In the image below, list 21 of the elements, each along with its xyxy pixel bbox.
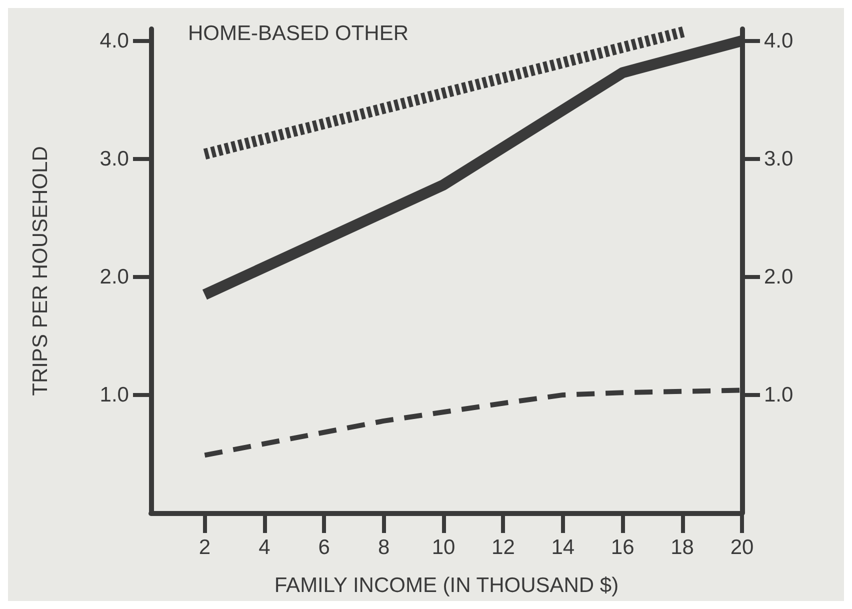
y-axis-title: TRIPS PER HOUSEHOLD — [29, 146, 52, 396]
y2-tick-label: 2.0 — [764, 265, 794, 288]
x-tick-label: 8 — [378, 536, 390, 559]
x-tick-label: 2 — [198, 536, 211, 559]
x-tick-label: 20 — [730, 536, 754, 559]
y-tick-label: 1.0 — [100, 383, 129, 406]
y2-tick-label: 3.0 — [764, 147, 794, 170]
x-tick-label: 14 — [551, 536, 575, 559]
y-tick-label: 4.0 — [100, 29, 129, 52]
x-tick-label: 6 — [318, 536, 330, 559]
x-axis-title: FAMILY INCOME (IN THOUSAND $) — [274, 574, 619, 597]
chart-title: HOME-BASED OTHER — [188, 22, 409, 45]
y-tick-label: 2.0 — [100, 265, 129, 288]
x-tick-label: 10 — [432, 536, 456, 559]
y-tick-label: 3.0 — [100, 147, 129, 170]
x-tick-label: 12 — [492, 536, 515, 559]
y2-tick-label: 1.0 — [764, 383, 794, 406]
y2-tick-label: 4.0 — [764, 29, 794, 52]
x-tick-label: 16 — [610, 536, 634, 559]
x-tick-label: 18 — [670, 536, 694, 559]
x-tick-label: 4 — [258, 536, 271, 559]
